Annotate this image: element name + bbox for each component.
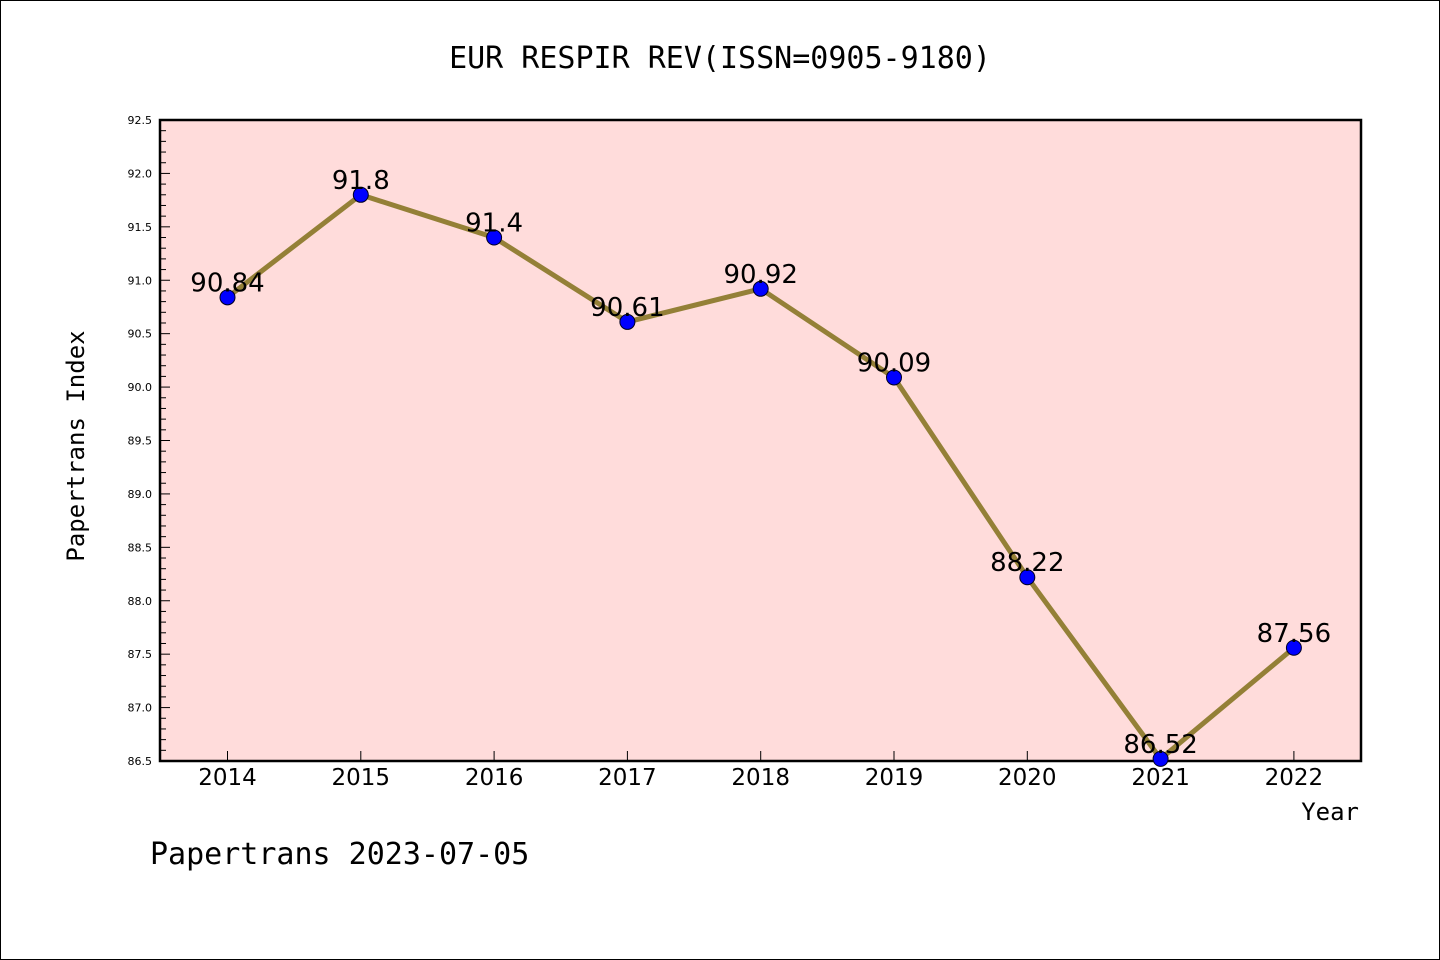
y-tick-label: 87.0 (128, 702, 153, 715)
x-axis-label: Year (1301, 798, 1359, 826)
y-tick-label: 90.0 (128, 381, 153, 394)
y-tick-label: 92.5 (128, 114, 153, 127)
data-label: 91.8 (332, 166, 390, 196)
footer-text: Papertrans 2023-07-05 (150, 837, 529, 872)
y-tick-label: 91.0 (128, 274, 153, 287)
data-label: 90.92 (723, 260, 797, 290)
data-labels: 90.84 91.8 91.4 90.61 90.92 90.09 88.22 86.52 87… (190, 166, 1331, 760)
x-tick-label: 2021 (1131, 765, 1190, 791)
data-label: 86.52 (1123, 730, 1197, 760)
data-point (219, 289, 236, 306)
y-tick-label: 88.0 (128, 595, 153, 608)
y-tick-label: 91.5 (128, 221, 153, 234)
y-tick-label: 92.0 (128, 167, 153, 180)
y-axis: 86.5 87.0 87.5 88.0 88.5 89.0 89.5 90.0 90.5 91.0… (128, 114, 170, 768)
x-tick-label: 2020 (998, 765, 1057, 791)
x-tick-label: 2015 (332, 765, 391, 791)
data-label: 88.22 (990, 548, 1064, 578)
y-tick-label: 87.5 (128, 648, 153, 661)
data-point (619, 313, 636, 330)
x-tick-label: 2022 (1265, 765, 1324, 791)
data-label: 91.4 (465, 209, 523, 239)
data-points (219, 186, 1302, 767)
x-tick-label: 2018 (731, 765, 790, 791)
data-point (1152, 750, 1169, 767)
data-label: 90.09 (857, 348, 931, 378)
data-point (1285, 639, 1302, 656)
plot-area (158, 118, 1363, 763)
y-tick-label: 86.5 (128, 755, 153, 768)
x-tick-label: 2019 (865, 765, 924, 791)
y-tick-label: 90.5 (128, 328, 153, 341)
y-tick-label: 88.5 (128, 541, 153, 554)
x-axis: 2014 2015 2016 2017 2018 2019 2020 2021 2022 (198, 751, 1323, 791)
x-tick-label: 2016 (465, 765, 524, 791)
data-point (352, 186, 369, 203)
data-point (1019, 569, 1036, 586)
data-point (886, 369, 902, 386)
data-label: 90.61 (590, 293, 664, 323)
y-axis-label: Papertrans Index (62, 330, 90, 561)
data-point (486, 229, 503, 246)
y-tick-label: 89.0 (128, 488, 153, 501)
data-label: 90.84 (190, 268, 264, 298)
chart-title: EUR RESPIR REV(ISSN=0905-9180) (449, 41, 991, 76)
data-point (752, 280, 769, 297)
x-tick-label: 2017 (598, 765, 657, 791)
data-label: 87.56 (1257, 619, 1331, 649)
y-tick-label: 89.5 (128, 435, 153, 448)
x-tick-label: 2014 (198, 765, 257, 791)
